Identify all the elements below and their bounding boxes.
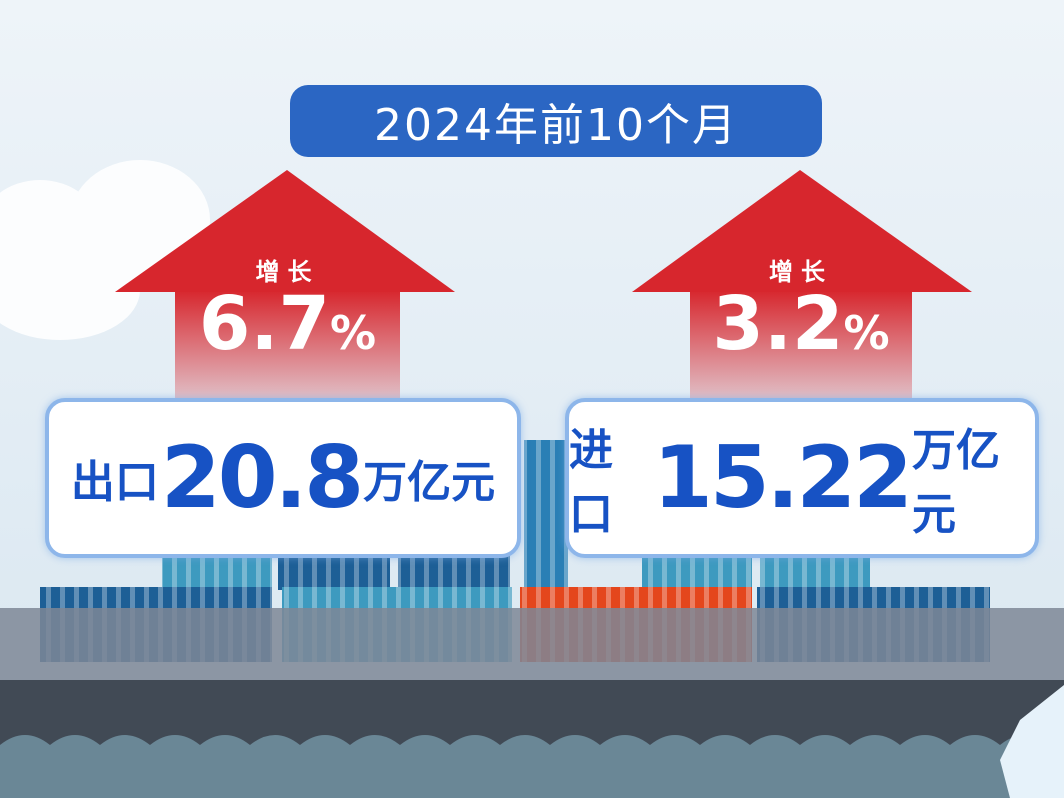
import-value: 15.22 <box>652 428 913 528</box>
import-growth-label: 增长 <box>769 258 833 286</box>
import-label: 进口 <box>569 425 613 540</box>
export-arrow <box>115 170 455 410</box>
water <box>0 735 1064 798</box>
period-title: 2024年前10个月 <box>290 85 822 157</box>
ship-deck <box>0 608 1064 680</box>
export-value: 20.8 <box>160 428 364 528</box>
import-arrow <box>632 170 972 410</box>
import-growth-value: 3.2 <box>712 281 844 367</box>
export-growth-value: 6.7 <box>198 281 330 367</box>
export-value-card: 出口 20.8 万亿元 <box>45 398 521 558</box>
import-growth-unit: % <box>843 306 890 360</box>
import-unit: 万亿元 <box>912 425 1001 540</box>
export-label: 出口 <box>70 457 159 508</box>
import-value-card: 进口 15.22 万亿元 <box>565 398 1039 558</box>
export-unit: 万亿元 <box>363 457 496 508</box>
export-growth-label: 增长 <box>255 258 320 286</box>
export-growth-unit: % <box>330 306 377 360</box>
export-growth: 增长 6.7% <box>175 252 400 361</box>
import-growth: 增长 3.2% <box>690 252 912 361</box>
wave-splash <box>1000 685 1064 798</box>
